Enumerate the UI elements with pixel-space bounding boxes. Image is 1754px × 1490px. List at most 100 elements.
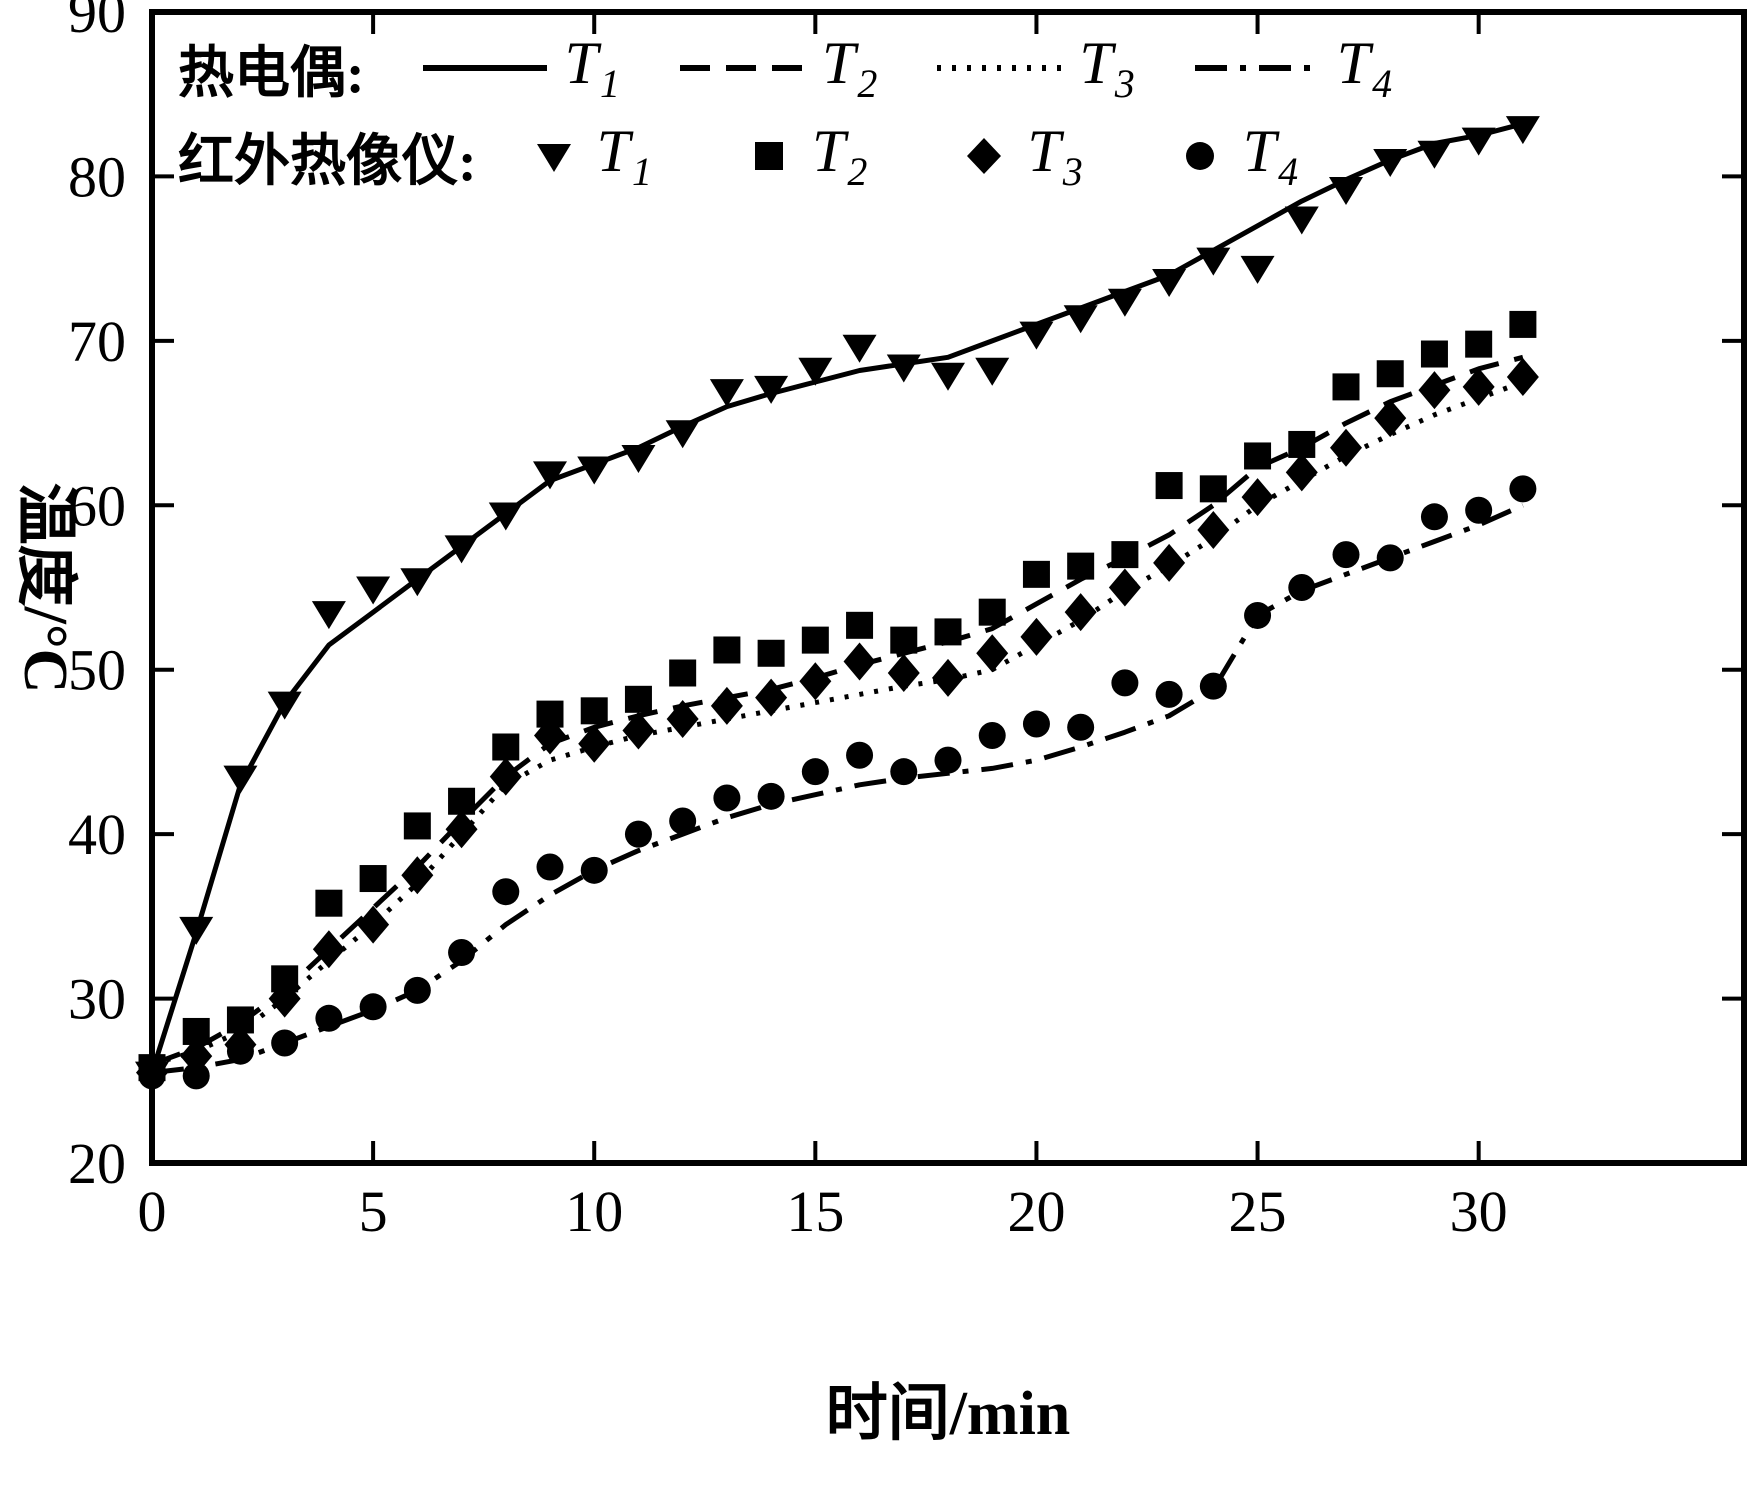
marker-t4-ir [846, 741, 874, 769]
legend-label-marker-t4: T4 [1242, 118, 1299, 194]
legend-item-marker-t2: T2 [748, 117, 867, 195]
marker-t4-ir [1465, 496, 1493, 524]
marker-t3-ir [1285, 453, 1318, 492]
marker-t1-ir [1240, 255, 1275, 284]
marker-t3-ir [666, 700, 699, 739]
legend-label-line-t4: T4 [1336, 30, 1393, 106]
marker-t1-ir [842, 334, 877, 363]
marker-t2-ir [757, 639, 785, 667]
marker-t4-ir [1067, 713, 1095, 741]
marker-t2-ir [1465, 330, 1493, 358]
marker-t2-ir [359, 865, 387, 893]
marker-t1-ir [709, 379, 744, 408]
marker-t2-ir [580, 697, 608, 725]
marker-t2-ir [669, 659, 697, 687]
legend-item-marker-t4: T4 [1179, 117, 1298, 195]
marker-t4-ir [448, 939, 476, 967]
marker-t4-ir [138, 1062, 166, 1090]
marker-t2-ir [1509, 310, 1537, 338]
legend-item-line-t4: T4 [1193, 29, 1392, 107]
marker-t4-ir [624, 820, 652, 848]
marker-t4-ir [978, 721, 1006, 749]
triangle-down-icon [536, 144, 571, 172]
y-tick-label: 30 [68, 967, 126, 1032]
marker-t1-ir [1107, 288, 1142, 317]
marker-t3-ir [312, 930, 345, 969]
legend-title-infrared: 红外热像仪: [178, 130, 477, 193]
marker-t1-ir [267, 691, 302, 720]
marker-t3-ir [578, 724, 611, 763]
marker-t3-ir [357, 905, 390, 944]
marker-t3-ir [1108, 568, 1141, 607]
marker-t3-ir [1506, 358, 1539, 397]
marker-t2-ir [713, 636, 741, 664]
marker-t3-ir [534, 716, 566, 755]
x-tick-label: 0 [138, 1179, 167, 1244]
marker-t1-ir [886, 354, 921, 383]
legend-item-line-t3: T3 [935, 29, 1135, 107]
marker-t4-ir [536, 853, 564, 881]
legend-item-marker-t1: T1 [533, 117, 652, 195]
marker-t4-ir [1155, 680, 1183, 708]
marker-t3-ir [1330, 428, 1362, 467]
series-t1-line [149, 121, 1524, 1074]
marker-t1-ir [356, 576, 391, 605]
dotted-line-icon [937, 65, 1062, 71]
x-tick-label: 25 [1229, 1179, 1287, 1244]
marker-t3-ir [1418, 371, 1451, 410]
marker-t4-ir [1332, 541, 1360, 569]
marker-t3-ir [401, 856, 434, 895]
marker-t4-ir [1199, 672, 1227, 700]
y-tick-label: 50 [68, 638, 126, 703]
marker-t3-ir [622, 711, 655, 750]
marker-t4-ir [757, 782, 785, 810]
x-axis-title: 时间/min [825, 1380, 1071, 1448]
marker-t3-ir [1197, 510, 1230, 549]
marker-t2-ir [315, 889, 343, 917]
marker-t3-ir [1064, 593, 1097, 632]
y-tick-label: 90 [68, 0, 126, 45]
marker-t4-ir [182, 1062, 210, 1090]
marker-t3-ir [268, 979, 301, 1018]
legend-label-line-t1: T1 [564, 30, 621, 106]
marker-t4-ir [1509, 475, 1537, 503]
marker-t4-ir [1111, 669, 1139, 697]
marker-t3-ir [887, 654, 920, 693]
marker-t2-ir [1111, 541, 1139, 569]
marker-t3-ir [1020, 617, 1053, 656]
legend-row-thermocouple: 热电偶: T1 T2 T3 T4 [178, 24, 1450, 112]
marker-t1-ir [1284, 206, 1319, 235]
legend-label-line-t2: T2 [822, 30, 878, 106]
marker-t4-ir [359, 993, 387, 1021]
marker-t1-ir [488, 502, 523, 531]
marker-t4-ir [1420, 503, 1448, 531]
y-tick-label: 60 [68, 473, 126, 538]
marker-t2-ir [492, 733, 520, 761]
marker-t4-ir [492, 878, 520, 906]
series-t2-line [151, 354, 1524, 1067]
legend-item-marker-t3: T3 [963, 117, 1083, 195]
marker-t1-ir [798, 357, 833, 386]
legend-row-infrared: 红外热像仪: T1 T2 T3 T4 [178, 112, 1450, 200]
marker-t3-ir [976, 634, 1009, 673]
x-tick-label: 30 [1450, 1179, 1508, 1244]
marker-t4-ir [226, 1037, 254, 1065]
legend-label-marker-t2: T2 [812, 118, 868, 194]
marker-t3-ir [1241, 478, 1274, 517]
diamond-icon [967, 138, 1002, 174]
marker-t2-ir [1244, 442, 1272, 470]
x-tick-label: 5 [359, 1179, 388, 1244]
marker-t1-ir [931, 362, 965, 391]
marker-t1-ir [444, 535, 479, 564]
marker-t4-ir [890, 758, 918, 786]
marker-t4-ir [1288, 574, 1316, 601]
legend-item-line-t2: T2 [678, 29, 877, 107]
series-t4-line [151, 503, 1524, 1076]
marker-t1-ir [1505, 116, 1540, 145]
x-tick-label: 10 [565, 1179, 623, 1244]
marker-t1-ir [1152, 269, 1187, 298]
marker-t3-ir [932, 658, 964, 697]
marker-t1-ir [311, 601, 346, 630]
legend-label-marker-t1: T1 [596, 118, 653, 194]
